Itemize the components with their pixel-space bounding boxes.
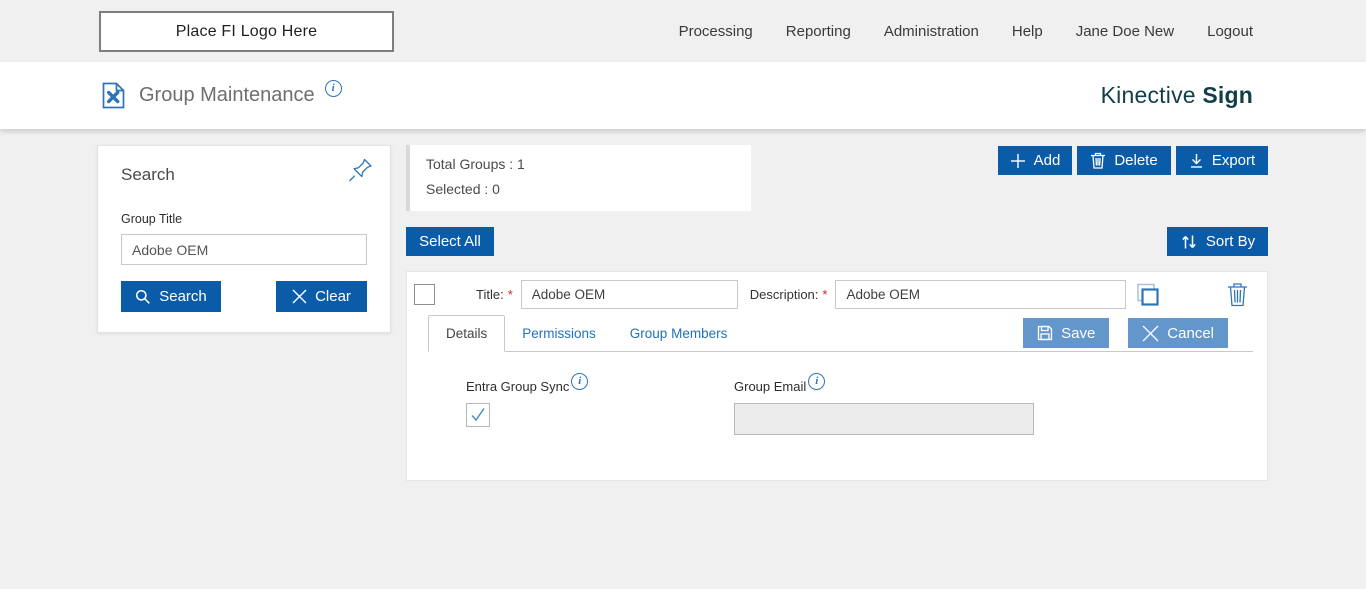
- search-panel-title: Search: [121, 165, 175, 184]
- group-row: Title: * Description: * Details Permissi…: [406, 271, 1268, 481]
- fi-logo-placeholder: Place FI Logo Here: [99, 11, 394, 52]
- brand-logo: Kinective Sign: [1100, 82, 1253, 108]
- search-button[interactable]: Search: [121, 281, 221, 312]
- group-maintenance-doc-icon: [100, 82, 127, 109]
- copy-icon[interactable]: [1134, 282, 1161, 309]
- title-label: Title:: [476, 287, 504, 302]
- group-email-input: [734, 403, 1034, 435]
- nav-item-administration[interactable]: Administration: [883, 22, 979, 40]
- summary-box: Total Groups : 1 Selected : 0: [406, 145, 751, 211]
- entra-group-sync-label: Entra Group Sync: [466, 379, 570, 394]
- main-content: Total Groups : 1 Selected : 0 Add Delete…: [406, 145, 1268, 481]
- entra-group-sync-field: Entra Group Sync i: [466, 373, 1267, 427]
- select-all-button[interactable]: Select All: [406, 227, 494, 256]
- save-button[interactable]: Save: [1023, 318, 1110, 348]
- export-button[interactable]: Export: [1176, 146, 1268, 175]
- entra-group-sync-checkbox[interactable]: [466, 403, 490, 427]
- sort-by-button[interactable]: Sort By: [1167, 227, 1268, 256]
- details-tab-panel: Entra Group Sync i Group Email i: [407, 352, 1267, 435]
- search-panel: Search Group Title Search Clear: [97, 145, 391, 333]
- title-input[interactable]: [520, 280, 738, 309]
- pin-icon[interactable]: [348, 156, 374, 189]
- group-title-input[interactable]: [121, 234, 367, 265]
- fi-logo-text: Place FI Logo Here: [175, 22, 318, 40]
- description-required-marker: *: [822, 287, 828, 302]
- tab-details[interactable]: Details: [428, 315, 506, 352]
- clear-button[interactable]: Clear: [276, 281, 367, 312]
- top-nav: Processing Reporting Administration Help…: [679, 0, 1253, 62]
- title-required-marker: *: [507, 287, 513, 302]
- page-title-info-icon[interactable]: i: [324, 80, 342, 97]
- total-groups-count: Total Groups : 1: [426, 156, 525, 172]
- tab-group-members[interactable]: Group Members: [629, 325, 728, 341]
- nav-item-reporting[interactable]: Reporting: [785, 22, 851, 40]
- nav-item-processing[interactable]: Processing: [678, 22, 753, 40]
- cancel-button[interactable]: Cancel: [1128, 318, 1228, 348]
- group-email-field: Group Email i: [734, 373, 1034, 435]
- header-bar: Group Maintenance i Kinective Sign: [0, 62, 1366, 129]
- tab-permissions[interactable]: Permissions: [522, 325, 596, 341]
- nav-item-user[interactable]: Jane Doe New: [1075, 22, 1175, 40]
- description-input[interactable]: [835, 280, 1127, 309]
- row-trash-icon[interactable]: [1227, 282, 1248, 307]
- tab-strip: Details Permissions Group Members Save C…: [428, 315, 1253, 352]
- selected-count: Selected : 0: [426, 181, 500, 197]
- add-button[interactable]: Add: [998, 146, 1072, 175]
- entra-group-sync-info-icon[interactable]: i: [571, 373, 589, 390]
- description-label: Description:: [749, 287, 819, 302]
- group-email-info-icon[interactable]: i: [808, 373, 826, 390]
- delete-button[interactable]: Delete: [1077, 146, 1171, 175]
- nav-item-help[interactable]: Help: [1011, 22, 1043, 40]
- nav-item-logout[interactable]: Logout: [1207, 22, 1253, 40]
- page-title: Group Maintenance: [139, 84, 315, 106]
- row-select-checkbox[interactable]: [414, 284, 435, 305]
- group-email-label: Group Email: [734, 379, 807, 394]
- group-title-label: Group Title: [121, 212, 183, 226]
- top-bar: Place FI Logo Here Processing Reporting …: [0, 0, 1366, 62]
